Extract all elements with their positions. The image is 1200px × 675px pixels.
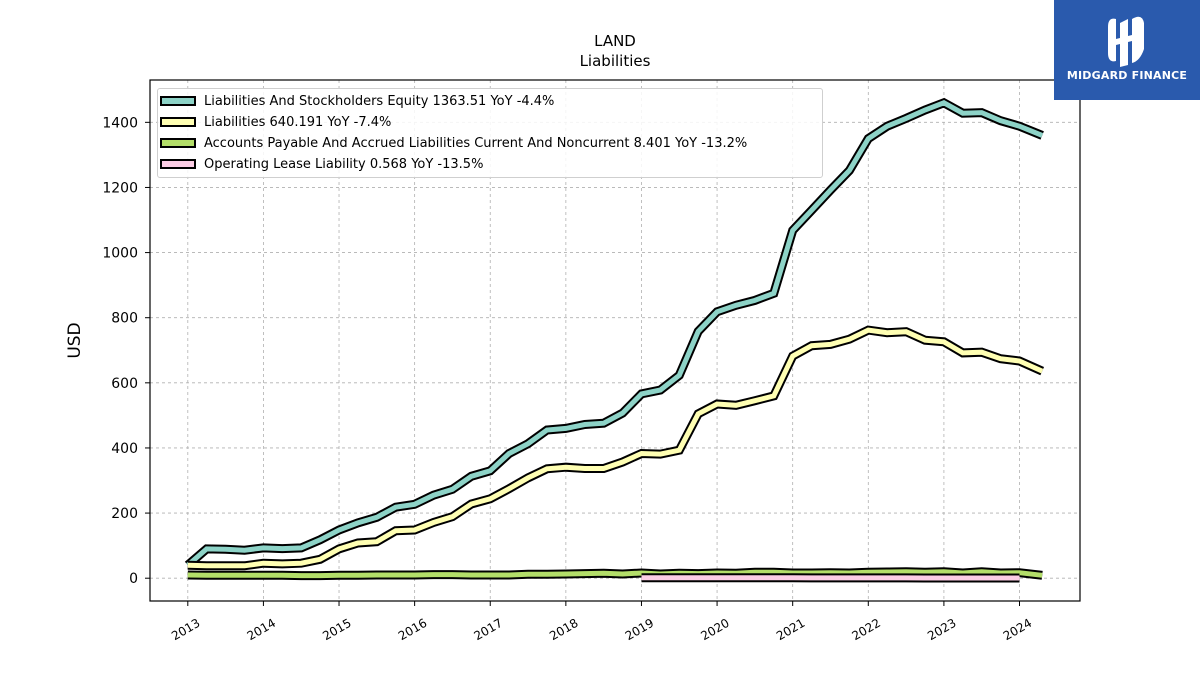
x-tick-label: 2022 bbox=[850, 616, 883, 643]
y-axis-label: USD bbox=[65, 322, 85, 358]
x-tick-label: 2015 bbox=[320, 616, 353, 643]
x-tick-label: 2024 bbox=[1001, 616, 1034, 643]
series-line-0 bbox=[186, 100, 1044, 568]
x-tick-label: 2016 bbox=[396, 616, 429, 643]
midgard-logo-icon bbox=[1108, 16, 1144, 67]
y-tick-label: 800 bbox=[111, 311, 138, 327]
y-tick-label: 200 bbox=[111, 506, 138, 522]
y-tick-label: 1000 bbox=[102, 246, 138, 262]
y-tick-label: 400 bbox=[111, 441, 138, 457]
legend-item-liabilities-and-stockholders-equity: Liabilities And Stockholders Equity 1363… bbox=[158, 91, 554, 111]
x-tick-label: 2020 bbox=[698, 616, 731, 643]
legend-swatch bbox=[160, 96, 196, 106]
legend-item-accounts-payable: Accounts Payable And Accrued Liabilities… bbox=[158, 133, 747, 153]
y-tick-label: 1200 bbox=[102, 180, 138, 196]
x-tick-label: 2014 bbox=[245, 616, 278, 643]
x-tick-label: 2021 bbox=[774, 616, 807, 643]
x-tick-label: 2013 bbox=[169, 616, 202, 643]
legend-label: Liabilities 640.191 YoY -7.4% bbox=[204, 114, 392, 130]
x-tick-label: 2023 bbox=[925, 616, 958, 643]
plot-frame bbox=[149, 79, 1081, 602]
chart-legend: Liabilities And Stockholders Equity 1363… bbox=[157, 88, 823, 178]
legend-swatch bbox=[160, 117, 196, 127]
x-tick-label: 2019 bbox=[623, 616, 656, 643]
legend-label: Operating Lease Liability 0.568 YoY -13.… bbox=[204, 156, 484, 172]
y-tick-label: 1400 bbox=[102, 115, 138, 131]
chart-title: LAND bbox=[594, 32, 636, 50]
legend-label: Liabilities And Stockholders Equity 1363… bbox=[204, 93, 555, 109]
brand-name: MIDGARD FINANCE bbox=[1066, 69, 1188, 82]
series-line-1 bbox=[187, 327, 1044, 569]
x-tick-label: 2018 bbox=[547, 616, 580, 643]
legend-item-liabilities: Liabilities 640.191 YoY -7.4% bbox=[158, 112, 391, 132]
legend-label: Accounts Payable And Accrued Liabilities… bbox=[204, 135, 748, 151]
chart-subtitle: Liabilities bbox=[579, 52, 651, 70]
x-tick-label: 2017 bbox=[472, 616, 505, 643]
y-tick-label: 0 bbox=[129, 571, 138, 587]
y-tick-label: 600 bbox=[111, 376, 138, 392]
legend-item-operating-lease-liability: Operating Lease Liability 0.568 YoY -13.… bbox=[158, 154, 483, 174]
legend-swatch bbox=[160, 138, 196, 148]
legend-swatch bbox=[160, 159, 196, 169]
series-line-2 bbox=[187, 569, 1043, 579]
brand-logo: MIDGARD FINANCE bbox=[1054, 0, 1200, 100]
